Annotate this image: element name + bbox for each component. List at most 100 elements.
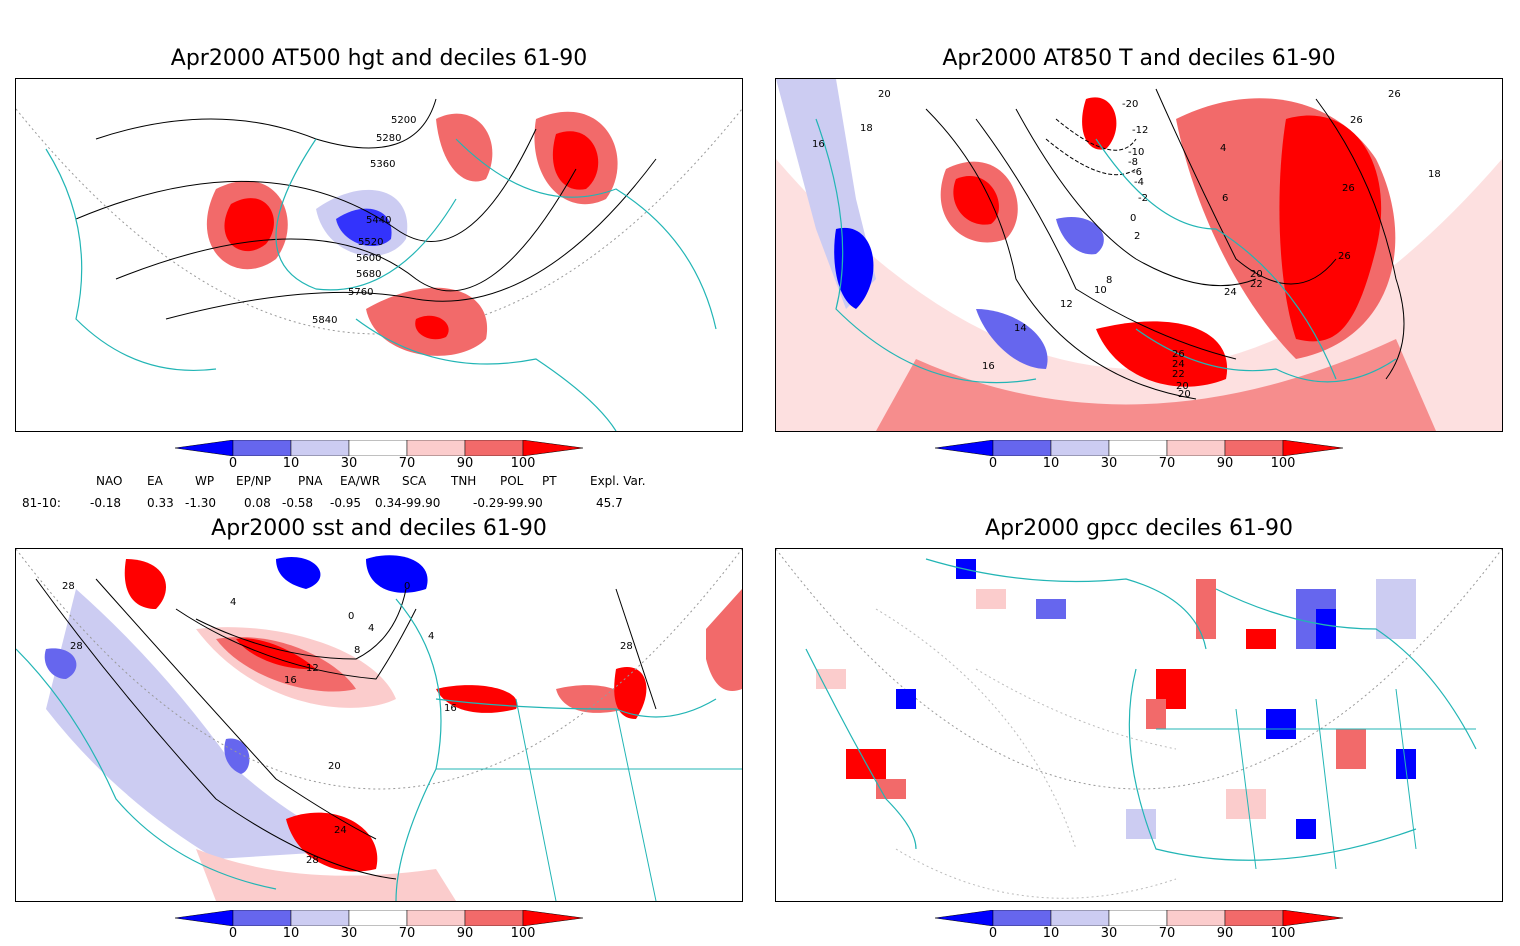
contour-line	[75, 128, 537, 242]
contour-label: -2	[1138, 193, 1148, 204]
contour-label: 24	[1224, 287, 1237, 298]
contour-line	[1015, 108, 1257, 287]
map-t850: 20 18 16 -20 -12 -10 -8 -6 -4 -2 0 2 4 6…	[775, 78, 1503, 432]
colorbar-label: 0	[988, 926, 998, 941]
index-header: EA/WR	[340, 474, 381, 488]
contour-label: 5520	[358, 237, 383, 248]
index-value: -1.30	[185, 496, 217, 510]
coastline	[1095, 138, 1337, 380]
contour-line	[95, 578, 377, 840]
contour-line	[615, 588, 657, 710]
map-sst: 28 28 4 0 0 4 8 12 16 4 16 28 20 24 28	[15, 548, 743, 902]
contour-label: 16	[444, 703, 457, 714]
index-header: NAO	[96, 474, 123, 488]
coastline	[1215, 588, 1477, 750]
index-header: WP	[195, 474, 215, 488]
colorbar-label: 10	[1042, 926, 1060, 941]
colorbar-hgt500: 0 10 30 70 90 100	[174, 439, 595, 476]
map-boundary	[16, 549, 742, 790]
colorbar-gpcc: 0 10 30 70 90 100	[934, 909, 1355, 946]
index-row-label: 81-10:	[22, 496, 61, 510]
coastline	[16, 648, 277, 890]
index-header: EA	[147, 474, 163, 488]
contour-label: -6	[1132, 167, 1142, 178]
colorbar-label: 70	[1158, 926, 1176, 941]
contour-label: 5200	[391, 115, 416, 126]
colorbar-label: 0	[988, 456, 998, 471]
contour-line	[35, 578, 397, 880]
contour-label: 28	[62, 581, 75, 592]
contour-line	[1315, 98, 1405, 380]
index-header: TNH	[451, 474, 477, 488]
index-header: PNA	[298, 474, 323, 488]
colorbar-label: 70	[398, 456, 416, 471]
contour-label: 26	[1342, 183, 1355, 194]
contour-label: 16	[982, 361, 995, 372]
contour-label: 26	[1338, 251, 1351, 262]
index-value: 45.7	[596, 496, 623, 510]
colorbar-label: 10	[282, 926, 300, 941]
contour-label: 4	[368, 623, 374, 634]
contour-label: 0	[404, 581, 410, 592]
contour-label: 18	[1428, 169, 1441, 180]
colorbar-label: 90	[456, 456, 474, 471]
panel-title-sst: Apr2000 sst and deciles 61-90	[211, 516, 547, 541]
index-header: Expl. Var.	[590, 474, 646, 488]
colorbar-label: 30	[340, 456, 358, 471]
contour-line	[1155, 88, 1337, 285]
colorbar-sst: 0 10 30 70 90 100	[174, 909, 595, 946]
coastline	[455, 138, 717, 330]
colorbar-sst-swatches	[174, 909, 584, 927]
contour-label: 22	[1250, 279, 1263, 290]
contour-label: 24	[1172, 359, 1185, 370]
contour-label: -20	[1122, 99, 1138, 110]
index-header: PT	[542, 474, 557, 488]
map-boundary	[776, 549, 1502, 790]
contour-label: 5440	[366, 215, 391, 226]
contour-label: 2	[1134, 231, 1140, 242]
contour-label: 5360	[370, 159, 395, 170]
panel-title-t850: Apr2000 AT850 T and deciles 61-90	[942, 46, 1336, 71]
colorbar-label: 100	[510, 456, 536, 471]
index-value: -0.95	[330, 496, 362, 510]
coastline	[925, 558, 1207, 650]
contour-label: 18	[860, 123, 873, 134]
coastline	[1135, 328, 1397, 383]
colorbar-label: 70	[1158, 456, 1176, 471]
index-value: 0.34-99.90	[375, 496, 441, 510]
colorbar-label: 90	[456, 926, 474, 941]
contour-label: 5680	[356, 269, 381, 280]
contour-label: 24	[334, 825, 347, 836]
contour-label: -12	[1132, 125, 1148, 136]
graticule	[875, 608, 1177, 899]
contour-label: 5280	[376, 133, 401, 144]
map-sst-canvas: 28 28 4 0 0 4 8 12 16 4 16 28 20 24 28	[16, 549, 742, 901]
contour-label: 8	[354, 645, 360, 656]
colorbar-label: 10	[1042, 456, 1060, 471]
index-value: -0.18	[90, 496, 122, 510]
contour-label: 5600	[356, 253, 381, 264]
colorbar-label: 0	[228, 926, 238, 941]
index-value: -0.29-99.90	[473, 496, 543, 510]
map-gpcc	[775, 548, 1503, 902]
contour-line	[175, 608, 417, 680]
coastline	[435, 698, 717, 718]
colorbar-label: 10	[282, 456, 300, 471]
contour-line	[95, 98, 437, 149]
contour-label: 20	[1178, 389, 1191, 400]
colorbar-hgt500-swatches	[174, 439, 584, 457]
colorbar-label: 90	[1216, 926, 1234, 941]
precip-anomaly-patches	[816, 559, 1416, 839]
contour-label: 12	[306, 663, 319, 674]
contour-label: 16	[812, 139, 825, 150]
contour-label: 16	[284, 675, 297, 686]
contour-label: 14	[1014, 323, 1027, 334]
contour-label: 5760	[348, 287, 373, 298]
coastline	[805, 648, 917, 850]
colorbar-label: 100	[1270, 926, 1296, 941]
colorbar-gpcc-swatches	[934, 909, 1344, 927]
panel-title-hgt500: Apr2000 AT500 hgt and deciles 61-90	[170, 46, 588, 71]
colorbar-label: 100	[1270, 456, 1296, 471]
contour-label: 28	[620, 641, 633, 652]
contour-label: 20	[878, 89, 891, 100]
